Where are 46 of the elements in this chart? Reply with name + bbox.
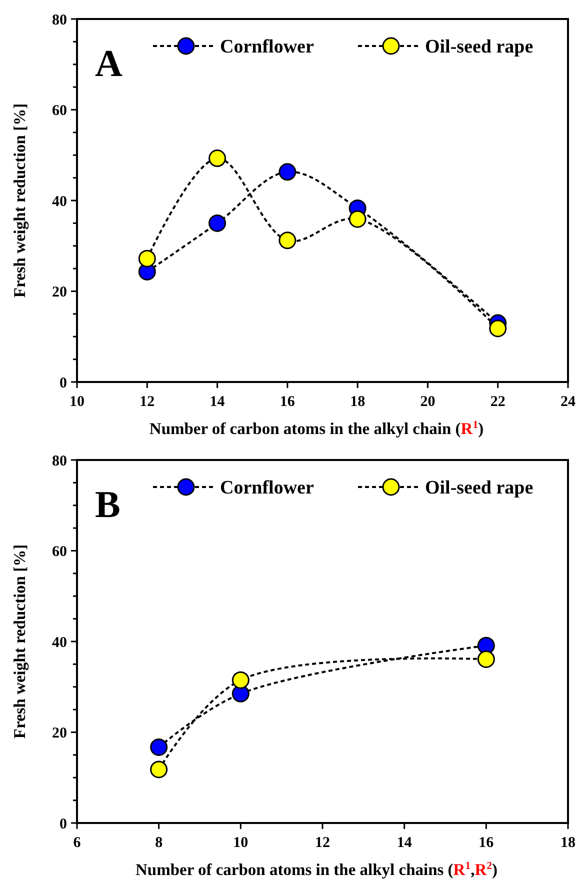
y-tick-label: 0 [60, 375, 67, 392]
x-tick-label: 16 [280, 394, 296, 410]
legend-label: Oil-seed rape [425, 478, 534, 499]
y-axis-title: Fresh weight reduction [%] [10, 103, 29, 298]
y-tick-label: 60 [52, 103, 67, 119]
x-tick-label: 14 [210, 394, 226, 410]
point [150, 738, 168, 756]
point [489, 320, 507, 338]
x-tick-label: 16 [478, 835, 494, 851]
y-tick-label: 20 [52, 726, 67, 742]
x-axis-title: Number of carbon atoms in the alkyl chains (R$^{1}$,R$^{2}$) [136, 860, 498, 879]
x-tick-label: 18 [560, 835, 576, 851]
point [477, 650, 495, 668]
y-tick-label: 80 [52, 12, 67, 28]
y-axis-title: Fresh weight reduction [%] [10, 544, 29, 739]
point [150, 760, 168, 778]
x-tick-label: 10 [233, 835, 248, 851]
y-tick-label: 0 [60, 816, 67, 832]
x-tick-label: 22 [490, 394, 506, 410]
x-tick-label: 6 [73, 835, 82, 851]
x-axis-title: Number of carbon atoms in the alkyl chain (R$^{1}$) [149, 419, 484, 438]
y-tick-label: 80 [52, 453, 67, 470]
point [278, 232, 296, 250]
x-tick-label: 24 [560, 394, 576, 410]
point [208, 150, 226, 168]
x-tick-label: 10 [70, 394, 84, 410]
point [232, 671, 250, 689]
point [348, 210, 366, 228]
y-tick-label: 60 [52, 544, 67, 560]
y-tick-label: 40 [52, 634, 67, 651]
x-tick-label: 12 [315, 835, 330, 851]
y-tick-label: 40 [52, 194, 67, 210]
point [208, 214, 226, 232]
legend-label: Cornflower [220, 36, 314, 58]
text: A [95, 43, 123, 85]
x-tick-label: 8 [155, 835, 163, 851]
x-tick-label: 20 [420, 394, 436, 410]
x-tick-label: 14 [396, 835, 412, 851]
x-tick-label: 18 [350, 394, 366, 410]
legend-label: Cornflower [220, 478, 314, 499]
legend-label: Oil-seed rape [425, 36, 534, 58]
point [138, 250, 156, 268]
x-tick-label: 12 [140, 394, 155, 410]
y-tick-label: 20 [52, 284, 67, 300]
point [278, 163, 296, 181]
text: B [95, 484, 120, 526]
